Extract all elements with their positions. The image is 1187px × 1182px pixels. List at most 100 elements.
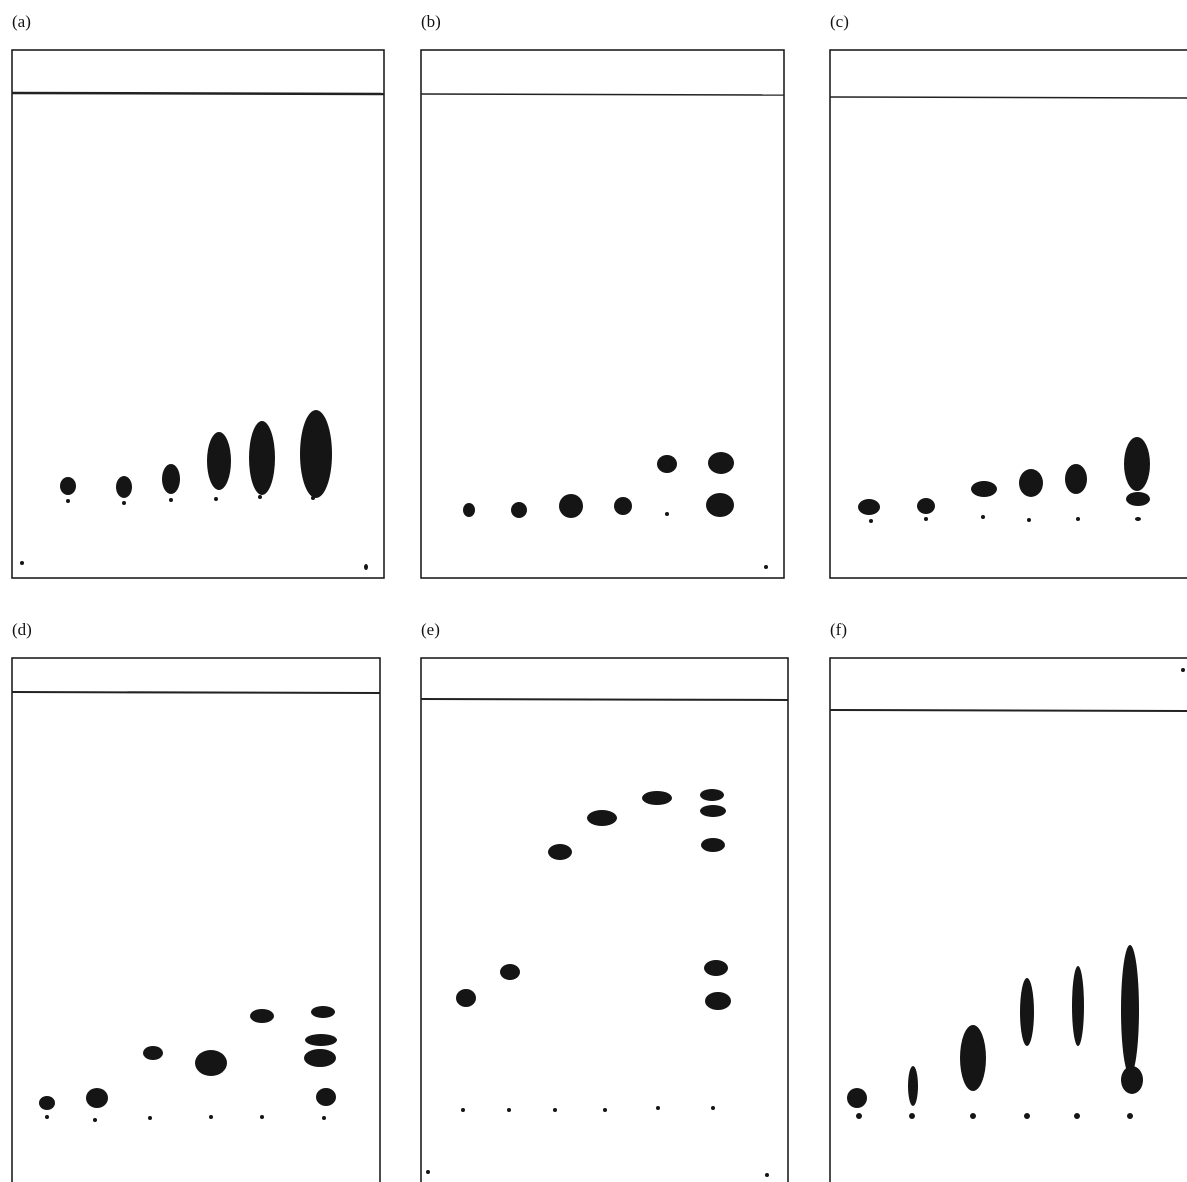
- spot: [1121, 945, 1139, 1075]
- spot: [614, 497, 632, 515]
- panel-label: (e): [421, 620, 440, 639]
- spot: [1074, 1113, 1080, 1119]
- spot: [260, 1115, 264, 1119]
- spot: [764, 565, 768, 569]
- solvent-front: [12, 692, 380, 693]
- solvent-front: [830, 710, 1187, 711]
- spot: [909, 1113, 915, 1119]
- spot: [701, 838, 725, 852]
- solvent-front: [421, 699, 788, 700]
- spot: [700, 789, 724, 801]
- spot: [311, 496, 315, 500]
- spot: [311, 1006, 335, 1018]
- spot: [66, 499, 70, 503]
- spot: [258, 495, 262, 499]
- spot: [148, 1116, 152, 1120]
- spot: [559, 494, 583, 518]
- spot: [20, 561, 24, 565]
- spot: [917, 498, 935, 514]
- spot: [507, 1108, 511, 1112]
- spot: [706, 493, 734, 517]
- spot: [708, 452, 734, 474]
- spot: [463, 503, 475, 517]
- spot: [162, 464, 180, 494]
- panel-label: (f): [830, 620, 847, 639]
- spot: [39, 1096, 55, 1110]
- spot: [304, 1049, 336, 1067]
- spot: [665, 512, 669, 516]
- spot: [548, 844, 572, 860]
- spot: [656, 1106, 660, 1110]
- spot: [1121, 1066, 1143, 1094]
- panel-label: (b): [421, 12, 441, 31]
- spot: [981, 515, 985, 519]
- spot: [214, 497, 218, 501]
- spot: [500, 964, 520, 980]
- panel-label: (a): [12, 12, 31, 31]
- panel-label: (d): [12, 620, 32, 639]
- spot: [971, 481, 997, 497]
- spot: [858, 499, 880, 515]
- spot: [924, 517, 928, 521]
- spot: [856, 1113, 862, 1119]
- spot: [249, 421, 275, 495]
- spot: [426, 1170, 430, 1174]
- spot: [711, 1106, 715, 1110]
- spot: [122, 501, 126, 505]
- spot: [657, 455, 677, 473]
- spot: [207, 432, 231, 490]
- spot: [300, 410, 332, 498]
- spot: [705, 992, 731, 1010]
- spot: [908, 1066, 918, 1106]
- spot: [1135, 517, 1141, 521]
- spot: [45, 1115, 49, 1119]
- spot: [1072, 966, 1084, 1046]
- spot: [169, 498, 173, 502]
- solvent-front: [12, 93, 384, 94]
- spot: [700, 805, 726, 817]
- spot: [704, 960, 728, 976]
- figure: (a) (b) (c) (d) (e) (f): [0, 0, 1187, 1182]
- spot: [970, 1113, 976, 1119]
- spot: [587, 810, 617, 826]
- spot: [195, 1050, 227, 1076]
- spot: [869, 519, 873, 523]
- spot: [1024, 1113, 1030, 1119]
- solvent-front: [421, 94, 784, 95]
- spot: [765, 1173, 769, 1177]
- plate: [830, 658, 1187, 1182]
- spot: [1127, 1113, 1133, 1119]
- spot: [322, 1116, 326, 1120]
- spot: [364, 564, 368, 570]
- spot: [250, 1009, 274, 1023]
- spot: [553, 1108, 557, 1112]
- spot: [143, 1046, 163, 1060]
- spot: [316, 1088, 336, 1106]
- spot: [116, 476, 132, 498]
- spot: [1181, 668, 1185, 672]
- spot: [456, 989, 476, 1007]
- panel-label: (c): [830, 12, 849, 31]
- solvent-front: [830, 97, 1187, 98]
- spot: [1027, 518, 1031, 522]
- spot: [1124, 437, 1150, 491]
- spot: [1076, 517, 1080, 521]
- spot: [642, 791, 672, 805]
- plate: [12, 50, 384, 578]
- spot: [461, 1108, 465, 1112]
- spot: [209, 1115, 213, 1119]
- spot: [960, 1025, 986, 1091]
- page: (a) (b) (c) (d) (e) (f) (() => { const d…: [0, 0, 1187, 1182]
- spot: [86, 1088, 108, 1108]
- spot: [60, 477, 76, 495]
- spot: [511, 502, 527, 518]
- spot: [1019, 469, 1043, 497]
- spot: [1020, 978, 1034, 1046]
- spot: [305, 1034, 337, 1046]
- spot: [93, 1118, 97, 1122]
- plate: [421, 658, 788, 1182]
- spot: [847, 1088, 867, 1108]
- spot: [603, 1108, 607, 1112]
- spot: [1065, 464, 1087, 494]
- spot: [1126, 492, 1150, 506]
